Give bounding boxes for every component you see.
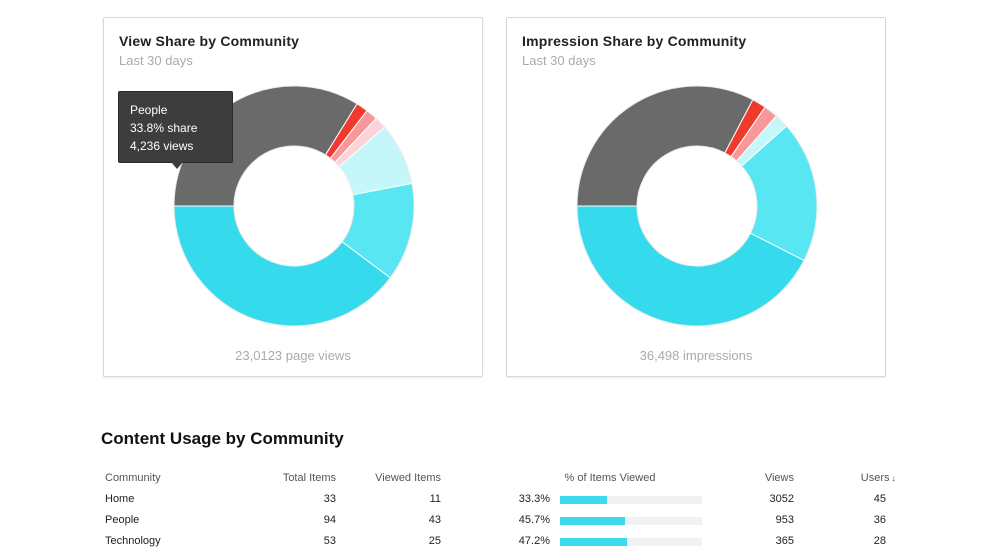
view-share-footer: 23,0123 page views bbox=[235, 348, 351, 363]
content-usage-title: Content Usage by Community bbox=[101, 429, 344, 448]
donut-slice-home[interactable] bbox=[576, 205, 805, 327]
header-total-items[interactable]: Total Items bbox=[282, 472, 336, 484]
impression-share-card: Impression Share by Community Last 30 da… bbox=[506, 17, 886, 377]
pct-bar-fill bbox=[560, 538, 628, 546]
view-share-title: View Share by Community bbox=[119, 33, 300, 49]
view-share-donut[interactable] bbox=[104, 18, 484, 378]
tooltip-label: People bbox=[130, 103, 168, 117]
cell-community: Technology bbox=[105, 535, 161, 547]
impression-share-footer: 36,498 impressions bbox=[639, 348, 753, 363]
pct-bar-track bbox=[560, 538, 702, 546]
donut-slice-people[interactable] bbox=[576, 85, 754, 207]
cell-users: 28 bbox=[873, 535, 886, 547]
pct-bar-track bbox=[560, 517, 702, 525]
header-viewed-items[interactable]: Viewed Items bbox=[375, 472, 441, 484]
table-row: Technology 53 25 47.2% 365 28 bbox=[100, 531, 900, 552]
tooltip-share: 33.8% share bbox=[130, 121, 198, 135]
donut-inner-ring bbox=[233, 145, 355, 267]
tooltip-arrow bbox=[171, 162, 183, 169]
cell-pct-viewed: 45.7% bbox=[518, 514, 550, 526]
table-row: People 94 43 45.7% 953 36 bbox=[100, 510, 900, 531]
cell-users: 45 bbox=[873, 493, 886, 505]
table-header-row: Community Total Items Viewed Items % of … bbox=[100, 468, 900, 489]
header-users[interactable]: Users ↓ bbox=[861, 472, 896, 484]
cell-users: 36 bbox=[873, 514, 886, 526]
cell-views: 365 bbox=[775, 535, 794, 547]
header-users-label: Users bbox=[860, 472, 890, 484]
view-share-card: View Share by Community Last 30 days 23,… bbox=[103, 17, 483, 377]
header-pct-viewed[interactable]: % of Items Viewed bbox=[564, 472, 656, 484]
tooltip-views: 4,236 views bbox=[130, 139, 194, 153]
pct-bar-fill bbox=[560, 496, 608, 504]
cell-pct-viewed: 33.3% bbox=[518, 493, 550, 505]
sort-down-icon: ↓ bbox=[891, 473, 897, 483]
cell-viewed-items: 43 bbox=[428, 514, 441, 526]
donut-outer-ring bbox=[576, 85, 818, 327]
pct-bar-fill bbox=[560, 517, 625, 525]
cell-community: Home bbox=[105, 493, 135, 505]
cell-total-items: 33 bbox=[323, 493, 336, 505]
cell-pct-viewed: 47.2% bbox=[518, 535, 550, 547]
content-usage-table: Community Total Items Viewed Items % of … bbox=[100, 468, 900, 552]
donut-slice-home[interactable] bbox=[173, 205, 391, 327]
pct-bar-track bbox=[560, 496, 702, 504]
impression-share-title: Impression Share by Community bbox=[522, 33, 747, 49]
header-community[interactable]: Community bbox=[105, 472, 161, 484]
donut-tooltip: People 33.8% share 4,236 views bbox=[118, 91, 233, 169]
view-share-subtitle: Last 30 days bbox=[119, 53, 193, 68]
header-views[interactable]: Views bbox=[764, 472, 794, 484]
cell-total-items: 94 bbox=[323, 514, 336, 526]
cell-community: People bbox=[105, 514, 140, 526]
table-row: Home 33 11 33.3% 3052 45 bbox=[100, 489, 900, 510]
impression-share-donut[interactable] bbox=[507, 18, 887, 378]
impression-share-subtitle: Last 30 days bbox=[522, 53, 596, 68]
donut-inner-ring bbox=[636, 145, 758, 267]
cell-views: 3052 bbox=[769, 493, 794, 505]
cell-viewed-items: 11 bbox=[429, 493, 441, 505]
cell-views: 953 bbox=[775, 514, 794, 526]
donut-outer-ring bbox=[173, 85, 415, 327]
cell-viewed-items: 25 bbox=[428, 535, 441, 547]
cell-total-items: 53 bbox=[323, 535, 336, 547]
